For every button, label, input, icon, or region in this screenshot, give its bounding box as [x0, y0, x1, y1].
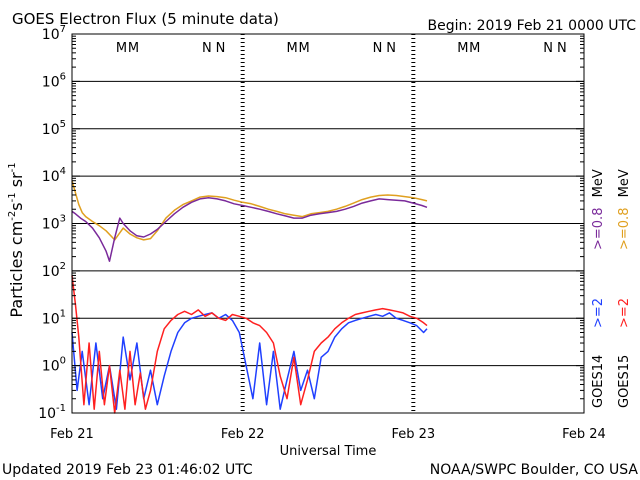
marker-n-6: N: [373, 41, 383, 56]
y-tick-base: 10: [42, 359, 60, 375]
y-tick-exponent: 0: [60, 356, 66, 367]
y-tick-exponent: 6: [60, 71, 66, 82]
y-tick-base: 10: [42, 169, 60, 185]
y-tick-label-1e3: 103: [42, 214, 66, 233]
y-tick-base: 10: [42, 311, 60, 327]
credit-label: NOAA/SWPC Boulder, CO USA: [430, 462, 639, 478]
legend-goes14: >=2 >=0.8 MeV GOES14: [591, 169, 606, 408]
marker-n-11: N: [557, 41, 567, 56]
x-tick-label-feb-24: Feb 24: [562, 427, 606, 442]
y-tick-base: 10: [42, 27, 60, 43]
y-tick-exponent: 3: [60, 214, 66, 225]
y-tick-exponent: 4: [60, 166, 66, 177]
marker-m-9: M: [469, 41, 480, 56]
legend-goes14-08mev-unit: MeV: [591, 169, 606, 197]
marker-n-3: N: [216, 41, 226, 56]
y-label-exp3: -1: [7, 162, 18, 172]
y-tick-exponent: 2: [60, 261, 66, 272]
legend-goes15-2mev: >=2: [617, 298, 632, 328]
y-tick-label-1e2: 102: [42, 261, 66, 280]
grid-layer: [72, 34, 584, 413]
updated-timestamp: Updated 2019 Feb 23 01:46:02 UTC: [2, 462, 253, 478]
legend-goes15-08mev-label: >=0.8: [617, 208, 632, 250]
x-axis-label: Universal Time: [280, 444, 377, 459]
chart-title: GOES Electron Flux (5 minute data): [12, 10, 279, 28]
y-tick-label-1e7: 107: [42, 24, 66, 43]
y-tick-exponent: -1: [56, 403, 66, 414]
legend-goes14-08mev-label: >=0.8: [591, 208, 606, 250]
series-line-2: [71, 312, 428, 410]
series-line-3: [71, 275, 428, 414]
y-tick-exponent: 7: [60, 24, 66, 35]
marker-n-2: N: [202, 41, 212, 56]
y-tick-exponent: 5: [60, 119, 66, 130]
y-tick-label-1e6: 106: [42, 71, 66, 90]
y-tick-base: 10: [42, 217, 60, 233]
legend-goes15-08mev: >=0.8 MeV: [617, 169, 632, 250]
y-tick-label-1e-1: 10-1: [38, 403, 66, 422]
legend-goes14-2mev: >=2: [591, 298, 606, 328]
legend-goes14-2mev-label: >=2: [591, 298, 606, 328]
y-tick-base: 10: [42, 122, 60, 138]
y-tick-base: 10: [42, 74, 60, 90]
marker-n-7: N: [386, 41, 396, 56]
legend-goes14-sat: GOES14: [591, 355, 606, 408]
legend-goes15: >=2 >=0.8 MeV GOES15: [617, 169, 632, 408]
marker-m-5: M: [298, 41, 309, 56]
x-tick-label-feb-23: Feb 23: [391, 427, 435, 442]
series-line-1: [71, 196, 428, 262]
legend-goes15-2mev-label: >=2: [617, 298, 632, 328]
y-tick-label-1e1: 101: [42, 308, 66, 327]
y-tick-base: 10: [42, 264, 60, 280]
y-label-exp2: -1: [7, 192, 18, 202]
marker-n-10: N: [543, 41, 553, 56]
y-tick-base: 10: [38, 406, 56, 422]
begin-label: Begin: 2019 Feb 21 0000 UTC: [428, 18, 637, 34]
y-axis-label: Particles cm-2s-1 sr-1: [7, 162, 26, 317]
y-tick-label-1e0: 100: [42, 356, 66, 375]
y-label-main: Particles cm: [7, 221, 26, 318]
x-tick-label-feb-22: Feb 22: [221, 427, 265, 442]
marker-m-4: M: [287, 41, 298, 56]
y-label-end: sr: [7, 172, 26, 192]
series-line-0: [71, 180, 428, 241]
y-label-mid: s: [7, 202, 26, 210]
y-tick-exponent: 1: [60, 308, 66, 319]
marker-m-1: M: [128, 41, 139, 56]
x-tick-label-feb-21: Feb 21: [50, 427, 94, 442]
y-tick-label-1e5: 105: [42, 119, 66, 138]
marker-m-0: M: [116, 41, 127, 56]
y-tick-label-1e4: 104: [42, 166, 66, 185]
legend-goes15-08mev-unit: MeV: [617, 169, 632, 197]
legend-goes14-08mev: >=0.8 MeV: [591, 169, 606, 250]
marker-m-8: M: [457, 41, 468, 56]
legend-goes15-sat: GOES15: [617, 355, 632, 408]
series-layer: [71, 180, 428, 414]
y-label-exp1: -2: [7, 211, 18, 221]
